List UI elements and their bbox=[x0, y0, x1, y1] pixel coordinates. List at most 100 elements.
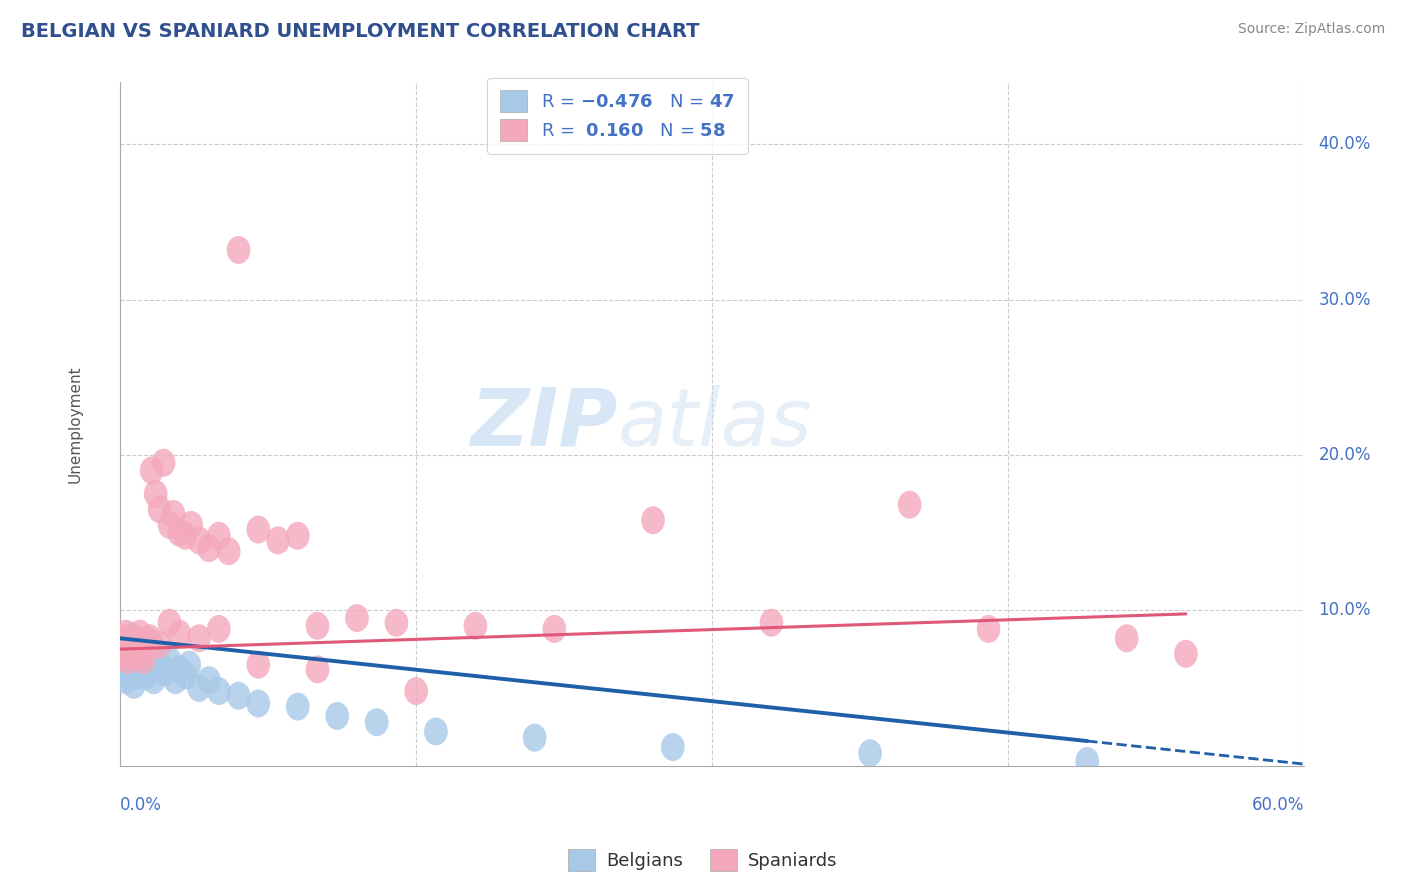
Ellipse shape bbox=[187, 674, 211, 702]
Ellipse shape bbox=[120, 623, 143, 650]
Ellipse shape bbox=[759, 608, 783, 637]
Ellipse shape bbox=[148, 631, 172, 658]
Ellipse shape bbox=[124, 635, 148, 663]
Ellipse shape bbox=[661, 733, 685, 761]
Ellipse shape bbox=[187, 526, 211, 555]
Text: 0.0%: 0.0% bbox=[120, 797, 162, 814]
Ellipse shape bbox=[143, 480, 167, 508]
Text: 40.0%: 40.0% bbox=[1319, 136, 1371, 153]
Text: Source: ZipAtlas.com: Source: ZipAtlas.com bbox=[1237, 22, 1385, 37]
Ellipse shape bbox=[124, 631, 148, 658]
Ellipse shape bbox=[120, 658, 143, 687]
Ellipse shape bbox=[246, 516, 270, 543]
Ellipse shape bbox=[977, 615, 1001, 643]
Ellipse shape bbox=[110, 635, 134, 663]
Ellipse shape bbox=[117, 646, 139, 674]
Text: 60.0%: 60.0% bbox=[1251, 797, 1305, 814]
Ellipse shape bbox=[117, 631, 139, 658]
Ellipse shape bbox=[173, 662, 197, 690]
Ellipse shape bbox=[1076, 747, 1099, 775]
Ellipse shape bbox=[285, 522, 309, 549]
Ellipse shape bbox=[110, 635, 134, 663]
Ellipse shape bbox=[117, 662, 139, 690]
Ellipse shape bbox=[112, 656, 136, 683]
Ellipse shape bbox=[157, 608, 181, 637]
Ellipse shape bbox=[128, 620, 152, 648]
Ellipse shape bbox=[162, 500, 186, 528]
Ellipse shape bbox=[207, 522, 231, 549]
Ellipse shape bbox=[128, 640, 152, 668]
Ellipse shape bbox=[118, 635, 142, 663]
Ellipse shape bbox=[136, 635, 160, 663]
Ellipse shape bbox=[148, 650, 172, 679]
Text: atlas: atlas bbox=[617, 385, 813, 463]
Ellipse shape bbox=[122, 643, 146, 671]
Ellipse shape bbox=[157, 511, 181, 539]
Ellipse shape bbox=[207, 615, 231, 643]
Ellipse shape bbox=[152, 658, 176, 687]
Ellipse shape bbox=[132, 646, 156, 674]
Ellipse shape bbox=[385, 608, 408, 637]
Text: 10.0%: 10.0% bbox=[1319, 601, 1371, 619]
Ellipse shape bbox=[134, 635, 157, 663]
Ellipse shape bbox=[152, 449, 176, 476]
Ellipse shape bbox=[128, 627, 152, 656]
Ellipse shape bbox=[132, 646, 156, 674]
Ellipse shape bbox=[464, 612, 488, 640]
Ellipse shape bbox=[405, 677, 427, 705]
Ellipse shape bbox=[858, 739, 882, 767]
Ellipse shape bbox=[148, 495, 172, 524]
Ellipse shape bbox=[167, 620, 191, 648]
Ellipse shape bbox=[138, 624, 162, 652]
Ellipse shape bbox=[120, 631, 143, 658]
Ellipse shape bbox=[129, 640, 153, 668]
Ellipse shape bbox=[112, 627, 136, 656]
Ellipse shape bbox=[898, 491, 921, 518]
Ellipse shape bbox=[127, 662, 150, 690]
Ellipse shape bbox=[114, 620, 138, 648]
Ellipse shape bbox=[641, 507, 665, 534]
Ellipse shape bbox=[110, 646, 134, 674]
Ellipse shape bbox=[543, 615, 567, 643]
Ellipse shape bbox=[127, 627, 150, 656]
Ellipse shape bbox=[129, 631, 153, 658]
Text: 30.0%: 30.0% bbox=[1319, 291, 1371, 309]
Ellipse shape bbox=[305, 612, 329, 640]
Ellipse shape bbox=[266, 526, 290, 555]
Ellipse shape bbox=[425, 717, 447, 746]
Ellipse shape bbox=[114, 666, 138, 694]
Ellipse shape bbox=[110, 624, 134, 652]
Ellipse shape bbox=[1115, 624, 1139, 652]
Ellipse shape bbox=[122, 632, 146, 660]
Text: 20.0%: 20.0% bbox=[1319, 446, 1371, 464]
Ellipse shape bbox=[117, 627, 139, 656]
Ellipse shape bbox=[285, 693, 309, 721]
Ellipse shape bbox=[197, 666, 221, 694]
Ellipse shape bbox=[142, 666, 166, 694]
Ellipse shape bbox=[197, 534, 221, 562]
Ellipse shape bbox=[138, 656, 162, 683]
Ellipse shape bbox=[118, 650, 142, 679]
Ellipse shape bbox=[122, 671, 146, 698]
Text: BELGIAN VS SPANIARD UNEMPLOYMENT CORRELATION CHART: BELGIAN VS SPANIARD UNEMPLOYMENT CORRELA… bbox=[21, 22, 700, 41]
Ellipse shape bbox=[139, 457, 163, 484]
Ellipse shape bbox=[246, 690, 270, 717]
Ellipse shape bbox=[134, 662, 157, 690]
Ellipse shape bbox=[112, 631, 136, 658]
Ellipse shape bbox=[124, 646, 148, 674]
Ellipse shape bbox=[246, 650, 270, 679]
Legend: Belgians, Spaniards: Belgians, Spaniards bbox=[561, 842, 845, 879]
Ellipse shape bbox=[128, 650, 152, 679]
Ellipse shape bbox=[114, 640, 138, 668]
Ellipse shape bbox=[143, 643, 167, 671]
Ellipse shape bbox=[177, 650, 201, 679]
Ellipse shape bbox=[157, 646, 181, 674]
Legend: R = $\mathbf{-0.476}$   N = $\mathbf{47}$, R =  $\mathbf{0.160}$   N = $\mathbf{: R = $\mathbf{-0.476}$ N = $\mathbf{47}$,… bbox=[486, 78, 748, 154]
Ellipse shape bbox=[523, 723, 547, 752]
Ellipse shape bbox=[180, 511, 202, 539]
Ellipse shape bbox=[344, 604, 368, 632]
Ellipse shape bbox=[305, 656, 329, 683]
Ellipse shape bbox=[112, 643, 136, 671]
Ellipse shape bbox=[167, 518, 191, 547]
Ellipse shape bbox=[118, 640, 142, 668]
